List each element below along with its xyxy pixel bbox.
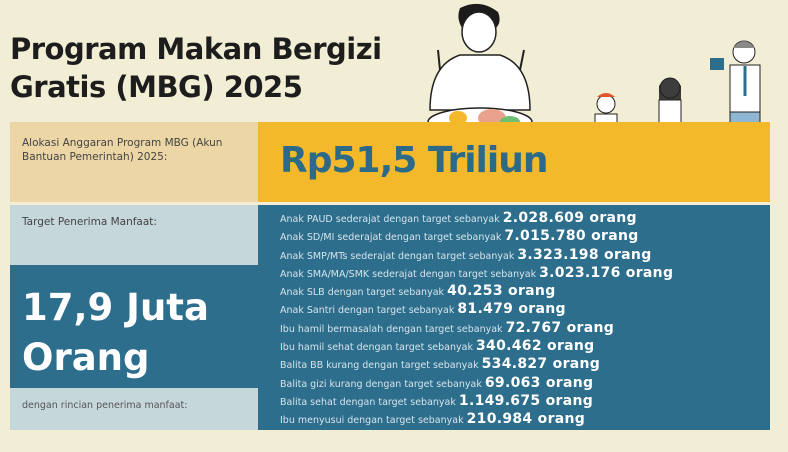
target-value-line-2: Orang <box>22 336 150 379</box>
recipient-label: Ibu hamil bermasalah dengan target seban… <box>280 323 503 335</box>
recipient-label: Anak SMA/MA/SMK sederajat dengan target … <box>280 268 537 280</box>
target-label-box: Target Penerima Manfaat: <box>10 205 258 265</box>
budget-label: Alokasi Anggaran Program MBG (Akun Bantu… <box>22 137 223 163</box>
recipient-row: Anak SD/MI sederajat dengan target seban… <box>280 228 748 246</box>
recipient-value: 534.827 orang <box>481 356 601 373</box>
recipient-value: 3.023.176 orang <box>539 264 674 281</box>
recipient-row: Anak SMP/MTs sederajat dengan target seb… <box>280 247 748 265</box>
recipient-label: Ibu hamil sehat dengan target sebanyak <box>280 342 473 354</box>
detail-label-box: dengan rincian penerima manfaat: <box>10 388 258 430</box>
recipient-label: Anak SMP/MTs sederajat dengan target seb… <box>280 250 515 262</box>
target-label: Target Penerima Manfaat: <box>22 216 157 228</box>
page-title: Program Makan Bergizi Gratis (MBG) 2025 <box>10 30 382 106</box>
target-value-box: 17,9 Juta Orang <box>10 265 258 388</box>
recipient-row: Anak PAUD sederajat dengan target sebany… <box>280 210 748 228</box>
recipient-label: Ibu menyusui dengan target sebanyak <box>280 415 464 427</box>
recipient-label: Anak Santri dengan target sebanyak <box>280 305 455 317</box>
recipient-label: Balita sehat dengan target sebanyak <box>280 396 456 408</box>
recipient-value: 7.015.780 orang <box>504 228 639 245</box>
recipient-label: Balita BB kurang dengan target sebanyak <box>280 360 479 372</box>
recipient-value: 69.063 orang <box>484 374 594 391</box>
recipient-row: Ibu hamil sehat dengan target sebanyak 3… <box>280 338 748 356</box>
recipient-value: 3.323.198 orang <box>517 246 652 263</box>
budget-value: Rp51,5 Triliun <box>280 140 548 181</box>
recipient-row: Ibu menyusui dengan target sebanyak 210.… <box>280 411 748 429</box>
title-line-2: Gratis (MBG) 2025 <box>10 70 303 104</box>
recipient-value: 72.767 orang <box>505 319 615 336</box>
recipient-list: Anak PAUD sederajat dengan target sebany… <box>258 205 770 430</box>
man-illustration <box>427 3 533 137</box>
recipient-label: Balita gizi kurang dengan target sebanya… <box>280 378 482 390</box>
recipient-value: 1.149.675 orang <box>458 392 594 409</box>
recipient-row: Anak SLB dengan target sebanyak 40.253 o… <box>280 283 748 301</box>
budget-banner: Rp51,5 Triliun <box>258 122 770 202</box>
recipient-label: Anak PAUD sederajat dengan target sebany… <box>280 214 500 225</box>
target-value-line-1: 17,9 Juta <box>22 286 209 329</box>
detail-label: dengan rincian penerima manfaat: <box>22 400 188 411</box>
recipient-value: 81.479 orang <box>457 301 566 318</box>
recipient-row: Ibu hamil bermasalah dengan target seban… <box>280 320 748 338</box>
recipient-label: Anak SLB dengan target sebanyak <box>280 287 445 299</box>
recipient-row: Balita BB kurang dengan target sebanyak … <box>280 356 748 374</box>
recipient-value: 210.984 orang <box>466 411 586 428</box>
recipient-value: 340.462 orang <box>476 338 595 355</box>
recipient-row: Anak SMA/MA/SMK sederajat dengan target … <box>280 265 748 283</box>
recipient-row: Balita gizi kurang dengan target sebanya… <box>280 375 748 393</box>
budget-label-box: Alokasi Anggaran Program MBG (Akun Bantu… <box>10 122 258 202</box>
title-line-1: Program Makan Bergizi <box>10 32 382 66</box>
recipient-row: Anak Santri dengan target sebanyak 81.47… <box>280 301 748 319</box>
recipient-row: Balita sehat dengan target sebanyak 1.14… <box>280 393 748 411</box>
recipient-value: 2.028.609 orang <box>502 210 637 226</box>
recipient-value: 40.253 orang <box>447 283 556 300</box>
recipient-label: Anak SD/MI sederajat dengan target seban… <box>280 232 502 244</box>
